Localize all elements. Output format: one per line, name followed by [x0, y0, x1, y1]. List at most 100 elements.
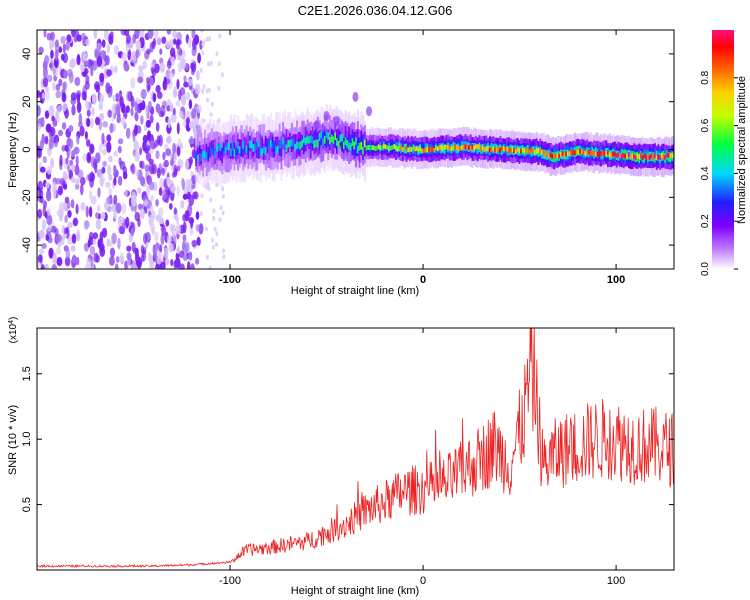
ridge-cell [544, 152, 547, 158]
ridge-cell [587, 149, 591, 155]
noise-cell [139, 147, 143, 156]
ridge-cell [238, 146, 241, 154]
noise-cell [205, 88, 209, 94]
noise-cell [191, 30, 196, 40]
noise-cell [126, 245, 132, 252]
ridge-cell [530, 147, 533, 153]
noise-cell [71, 30, 77, 38]
noise-cell [65, 157, 69, 165]
ridge-cell [299, 141, 302, 150]
noise-cell [75, 203, 79, 215]
ridge-cell [306, 135, 309, 144]
noise-cell [144, 199, 148, 207]
noise-cell [165, 186, 172, 196]
noise-cell [220, 72, 224, 78]
chart-title: C2E1.2026.036.04.12.G06 [298, 3, 453, 18]
noise-cell [37, 254, 43, 263]
ridge-cell [362, 146, 365, 155]
noise-cell [156, 167, 161, 179]
noise-cell [111, 111, 115, 123]
noise-cell [76, 92, 81, 104]
noise-cell [61, 145, 66, 152]
noise-cell [182, 254, 188, 262]
noise-cell [113, 176, 117, 186]
noise-cell [106, 43, 111, 54]
noise-cell [145, 145, 151, 152]
ridge-cell [242, 141, 245, 149]
ridge-cell [495, 147, 498, 153]
noise-cell [130, 226, 135, 237]
noise-cell [98, 92, 104, 104]
noise-cell [104, 201, 109, 211]
noise-cell [137, 187, 142, 195]
noise-cell [76, 101, 82, 114]
noise-cell [107, 109, 113, 118]
noise-cell [170, 47, 176, 58]
noise-cell [156, 91, 163, 99]
noise-cell [112, 94, 116, 102]
noise-cell [125, 216, 130, 229]
ridge-cell [436, 146, 439, 152]
noise-cell [114, 263, 119, 269]
ridge-cell [523, 148, 526, 154]
noise-cell [215, 51, 219, 57]
noise-cell [196, 70, 200, 81]
noise-cell [147, 130, 151, 141]
ridge-cell [492, 146, 495, 152]
ridge-cell [549, 152, 552, 158]
ridge-cell [313, 140, 316, 148]
ridge-cell [419, 146, 422, 151]
ridge-cell [620, 153, 624, 159]
noise-cell [71, 254, 77, 264]
ridge-cell [666, 152, 669, 158]
noise-cell [71, 104, 76, 116]
noise-cell [93, 30, 98, 39]
ridge-cell [653, 153, 657, 159]
ridge-cell [565, 151, 568, 157]
noise-cell [125, 105, 130, 113]
ridge-cell [657, 154, 660, 160]
noise-cell [194, 83, 201, 95]
ridge-cell [499, 148, 502, 153]
noise-cell [193, 121, 197, 129]
noise-cell [180, 94, 187, 106]
noise-cell [154, 63, 160, 74]
ridge-cell [502, 146, 505, 152]
y-tick-label: 0 [21, 146, 33, 152]
ridge-cell [476, 144, 479, 154]
noise-cell [49, 248, 54, 257]
ridge-cell [563, 153, 566, 159]
noise-cell [95, 212, 99, 219]
ridge-cell [198, 150, 201, 167]
noise-cell [96, 56, 103, 67]
noise-cell [42, 205, 46, 217]
ridge-cell [669, 152, 672, 158]
ridge-cell [322, 138, 325, 147]
noise-cell [85, 205, 89, 218]
ridge-cell [598, 151, 601, 157]
noise-cell [181, 178, 185, 191]
noise-cell [37, 123, 42, 131]
ridge-cell [539, 148, 542, 154]
noise-cell [155, 84, 161, 93]
noise-cell [171, 224, 176, 236]
noise-cell [76, 229, 81, 241]
noise-cell [166, 176, 170, 186]
ridge-cell [593, 151, 596, 157]
ridge-cell [426, 147, 429, 152]
ridge-cell [247, 146, 250, 154]
noise-cell [199, 67, 203, 73]
ridge-cell [313, 120, 320, 131]
ridge-cell [280, 141, 283, 157]
ridge-cell [605, 151, 608, 156]
ridge-cell [402, 147, 405, 152]
ridge-cell [589, 150, 592, 156]
ridge-cell [296, 141, 299, 150]
noise-cell [219, 205, 223, 211]
colorbar-tick-label: 0.2 [700, 214, 711, 228]
noise-cell [116, 256, 120, 263]
noise-cell [117, 145, 122, 154]
noise-cell [139, 30, 145, 38]
noise-cell [121, 116, 126, 127]
noise-cell [182, 221, 187, 234]
